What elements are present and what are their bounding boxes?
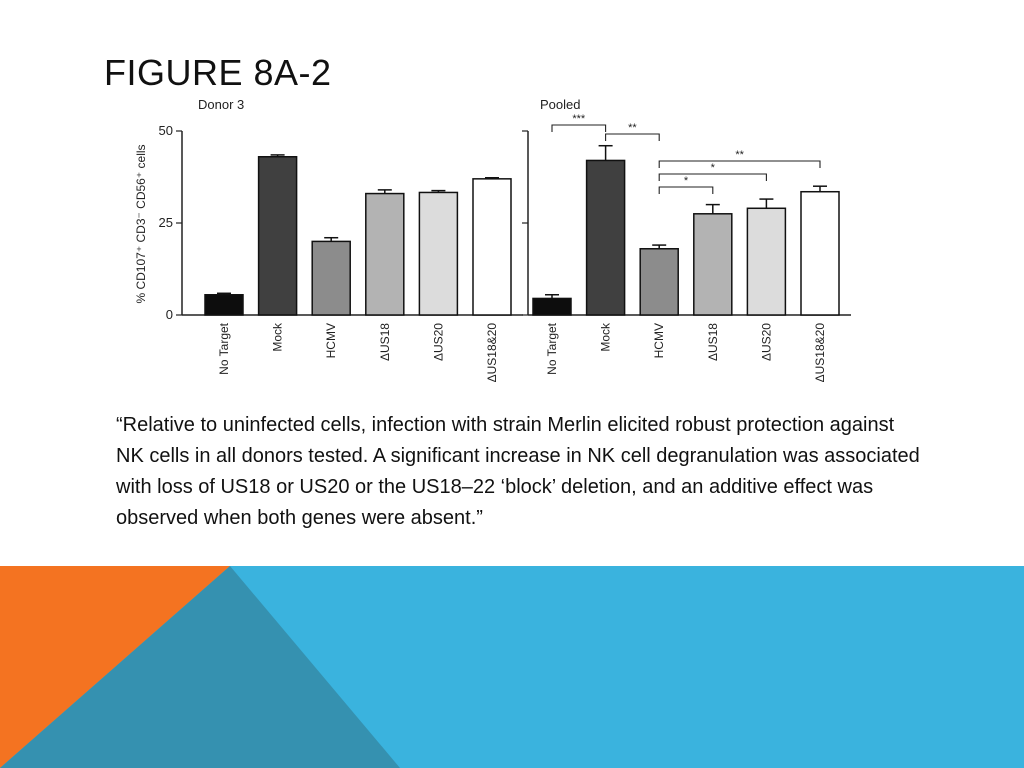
significance-bracket [551,124,607,132]
bars [532,144,840,316]
significance-brackets: ********* [551,113,821,194]
bars [204,154,512,316]
figure-caption-quote: “Relative to uninfected cells, infection… [116,414,920,529]
x-tick-label: ΔUS18&20 [813,323,827,383]
y-axis-label: % CD107⁺ CD3⁻ CD56⁺ cells [134,144,148,303]
x-tick-label: Mock [599,322,613,352]
y-tick-label: 50 [159,123,173,138]
bar [693,213,733,316]
panel-pooled: Pooled ********* No Target Mock HCMV ΔUS18 Δ… [522,97,851,382]
panel-title: Donor 3 [198,97,244,112]
figure-8a-2: Donor 3 % CD107⁺ CD3⁻ CD56⁺ cells 0 25 50 … [120,90,860,402]
bar [585,159,626,316]
bar [800,190,840,316]
bar [639,248,679,316]
x-tick-label: ΔUS18&20 [485,323,499,383]
bar [418,191,459,316]
significance-bracket [658,186,714,194]
bar [311,240,351,316]
significance-label: * [711,162,716,174]
decor-shapes [0,566,1024,768]
significance-bracket [658,173,767,181]
significance-label: *** [572,113,586,125]
bar [257,156,298,316]
slide-title: FIGURE 8A-2 [104,52,332,93]
x-tick-label: HCMV [652,323,666,358]
decor-dark-blue-triangle [0,566,400,768]
bar-charts: Donor 3 % CD107⁺ CD3⁻ CD56⁺ cells 02550 … [134,97,851,382]
significance-label: ** [628,122,637,134]
x-tick-label: ΔUS18 [378,323,392,361]
x-tick-label: ΔUS18 [706,323,720,361]
bar [472,178,512,316]
x-tick-label: Mock [271,322,285,352]
panel-donor-3: Donor 3 % CD107⁺ CD3⁻ CD56⁺ cells 02550 … [134,97,523,382]
y-tick-label: 25 [159,215,173,230]
bar [746,207,787,316]
x-tick-label: ΔUS20 [759,323,773,361]
y-tick-label: 0 [166,307,173,322]
x-tick-labels: No Target Mock HCMV ΔUS18 ΔUS20 ΔUS18&20 [217,322,499,382]
x-tick-label: ΔUS20 [431,323,445,361]
significance-bracket [605,133,660,141]
background-decoration [0,566,1024,768]
significance-bracket [658,160,821,168]
x-tick-labels: No Target Mock HCMV ΔUS18 ΔUS20 ΔUS18&20 [545,322,827,382]
axes [522,130,851,316]
x-tick-label: HCMV [324,323,338,358]
panel-title: Pooled [540,97,580,112]
significance-label: ** [735,149,744,161]
bar [204,294,244,316]
bar [365,192,405,316]
x-tick-label: No Target [217,322,231,374]
x-tick-label: No Target [545,322,559,374]
significance-label: * [684,175,689,187]
bar [532,297,572,316]
